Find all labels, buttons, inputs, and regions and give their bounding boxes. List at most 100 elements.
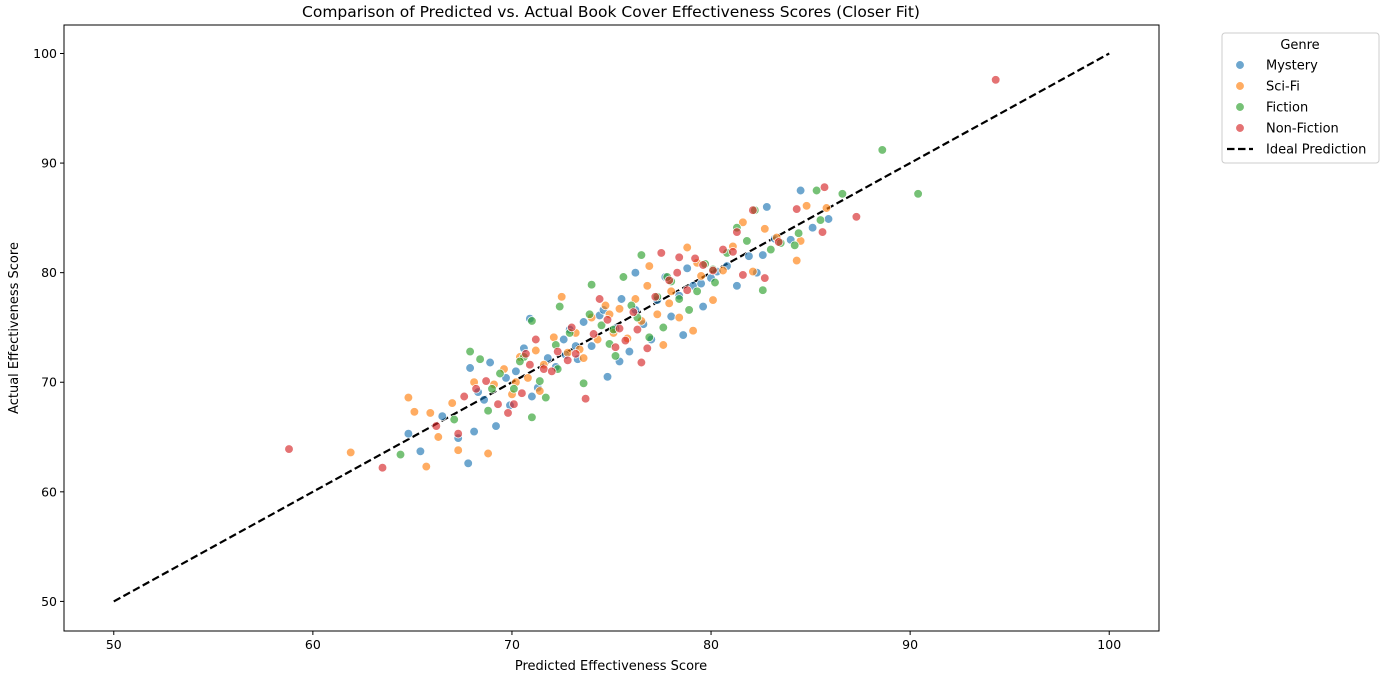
data-point-fiction [766,244,776,255]
data-point-mystery [630,268,641,278]
data-point-mystery [586,341,597,351]
data-point-fiction [584,309,595,319]
data-point-mystery [732,281,742,291]
data-point-fiction [535,376,545,386]
data-point-mystery [807,223,818,233]
data-point-fiction [684,305,694,315]
data-point-non-fiction [650,292,660,302]
data-point-non-fiction [567,322,577,333]
data-point-sci-fi [738,217,748,227]
y-tick-label: 70 [41,375,57,390]
data-point-fiction [610,351,621,361]
data-point-non-fiction [553,346,563,357]
legend-box [1221,32,1380,164]
data-point-non-fiction [672,268,682,278]
data-point-non-fiction [525,360,535,370]
data-point-non-fiction [774,237,784,247]
data-point-non-fiction [580,394,591,404]
data-point-mystery [463,458,473,468]
data-point-mystery [559,334,569,345]
data-point-mystery [437,411,447,421]
legend-label-ideal-prediction: Ideal Prediction [1266,143,1366,158]
legend-marker-fiction [1235,102,1245,112]
data-point-sci-fi [682,242,692,253]
data-point-sci-fi [425,408,435,418]
data-point-fiction [475,354,485,364]
legend-marker-mystery [1235,60,1245,70]
data-point-sci-fi [718,265,728,276]
data-point-sci-fi [666,286,676,296]
data-point-sci-fi [760,224,770,234]
data-point-fiction [710,277,720,288]
data-point-mystery [795,185,806,196]
chart-title: Comparison of Predicted vs. Actual Book … [302,3,920,21]
x-tick-label: 80 [703,637,719,652]
data-point-mystery [511,366,521,376]
data-point-non-fiction [493,399,503,409]
data-point-non-fiction [588,329,599,339]
data-point-sci-fi [801,201,812,211]
y-axis-label: Actual Effectiveness Score [7,242,22,414]
data-point-sci-fi [614,304,625,314]
data-point-fiction [913,189,923,199]
data-point-non-fiction [674,252,684,262]
data-point-fiction [692,286,702,296]
data-point-sci-fi [346,447,356,458]
data-point-fiction [483,406,493,416]
data-point-mystery [616,294,627,304]
data-point-mystery [602,372,613,382]
data-point-fiction [555,301,565,312]
data-point-non-fiction [792,204,802,214]
data-point-sci-fi [421,461,431,472]
x-tick-label: 50 [106,637,122,652]
data-point-mystery [415,446,426,456]
data-point-non-fiction [738,270,748,280]
data-point-sci-fi [696,271,706,281]
data-point-fiction [395,449,406,460]
data-point-mystery [762,202,772,212]
data-point-non-fiction [656,248,666,258]
data-point-fiction [636,250,647,260]
data-point-non-fiction [284,444,294,454]
y-tick-label: 50 [41,594,57,609]
data-point-non-fiction [632,324,643,335]
data-point-mystery [527,391,537,402]
series-non-fiction [284,75,1001,473]
x-tick-label: 70 [504,637,520,652]
data-point-sci-fi [549,332,559,342]
data-point-fiction [578,378,589,388]
data-point-sci-fi [688,326,698,336]
data-point-non-fiction [708,265,718,276]
data-point-fiction [618,272,629,282]
data-point-sci-fi [453,445,463,455]
data-point-sci-fi [523,373,533,383]
data-point-fiction [465,346,475,357]
data-point-fiction [515,356,525,367]
data-point-non-fiction [991,75,1001,85]
data-point-fiction [541,392,551,403]
data-point-sci-fi [433,432,443,442]
data-point-sci-fi [821,203,832,213]
data-point-mystery [469,426,479,437]
data-point-sci-fi [447,398,457,408]
series-sci-fi [346,201,832,472]
data-point-sci-fi [557,292,567,302]
data-point-fiction [837,189,848,199]
data-point-non-fiction [620,335,631,346]
y-tick-label: 90 [41,156,57,171]
data-point-non-fiction [539,364,549,374]
legend-label-fiction: Fiction [1266,101,1308,116]
data-point-non-fiction [459,391,469,402]
y-tick-label: 80 [41,265,57,280]
x-tick-label: 100 [1097,637,1121,652]
data-point-mystery [744,251,754,261]
data-point-mystery [666,311,676,322]
x-tick-label: 60 [305,637,321,652]
data-point-non-fiction [682,285,692,295]
data-point-fiction [449,414,459,425]
data-point-non-fiction [728,247,738,257]
plot-frame [63,24,1160,632]
data-point-sci-fi [531,345,541,356]
data-point-fiction [509,384,519,394]
